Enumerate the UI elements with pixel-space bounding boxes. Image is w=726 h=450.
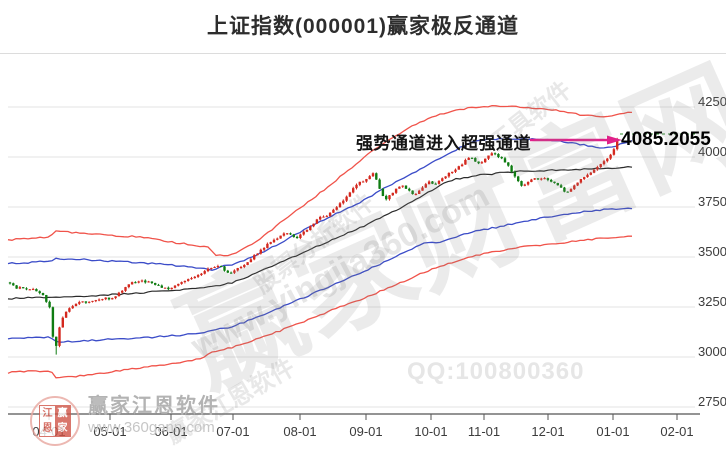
y-tick-label: 3500 [698, 244, 726, 259]
channel-lines [7, 104, 633, 379]
lower_red-channel-line [7, 235, 632, 379]
seal-char: 家 [55, 421, 70, 436]
y-tick-label: 2750 [698, 394, 726, 409]
footer-website-text: www.360gann.com [88, 419, 215, 436]
x-tick-label: 08-01 [283, 424, 316, 439]
x-tick-label: 06-01 [154, 424, 187, 439]
seal-grid: 江 赢 恩 家 [39, 405, 71, 437]
seal-char: 恩 [40, 421, 55, 436]
x-tick-label: 09-01 [349, 424, 382, 439]
seal-char: 江 [40, 406, 55, 421]
gann-seal-logo: 江 赢 恩 家 [30, 396, 80, 446]
x-tick-label: 05-01 [93, 424, 126, 439]
x-tick-label: 01-01 [596, 424, 629, 439]
lower_blue-channel-line [7, 207, 633, 343]
x-tick-label: 02-01 [660, 424, 693, 439]
footer-brand-text: 赢家江恩软件 [88, 395, 220, 417]
y-tick-label: 4000 [698, 144, 726, 159]
upper_red-channel-line [7, 104, 633, 257]
candles-group [8, 137, 619, 355]
x-tick-label: 10-01 [414, 424, 447, 439]
y-tick-label: 3000 [698, 344, 726, 359]
y-tick-label: 4250 [698, 94, 726, 109]
y-tick-label: 3750 [698, 194, 726, 209]
x-axis: 04-0105-0106-0107-0108-0109-0110-0111-01… [8, 413, 700, 439]
page-title: 上证指数(000001)赢家极反通道 [206, 15, 520, 38]
annotation-arrow [530, 135, 622, 145]
latest-price-label: 4085.2055 [621, 129, 711, 150]
seal-char: 赢 [55, 406, 70, 421]
watermark-qq-number: QQ:100800360 [407, 358, 585, 385]
mid-channel-line [7, 165, 633, 300]
x-tick-label: 07-01 [216, 424, 249, 439]
x-tick-label: 11-01 [468, 424, 500, 439]
upper_blue-channel-line [7, 137, 633, 271]
chart-top-border [0, 53, 726, 54]
gridlines: 4250 4000 3750 3500 3250 3000 2750 [8, 94, 726, 409]
x-tick-label: 12-01 [531, 424, 564, 439]
y-tick-label: 3250 [698, 294, 726, 309]
channel-annotation-text: 强势通道进入超强通道 [356, 134, 531, 153]
